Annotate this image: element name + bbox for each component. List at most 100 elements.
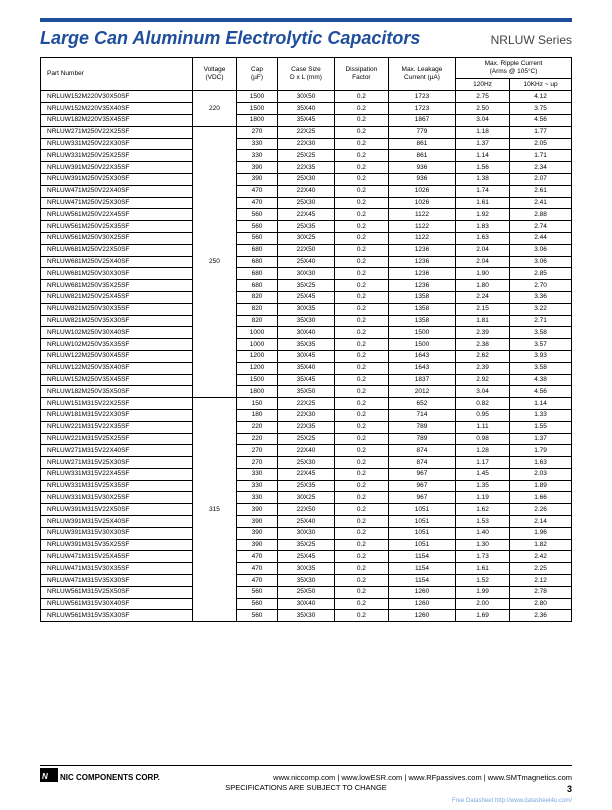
cell: 1500 [388, 339, 455, 351]
cell-part: NRLUW152M220V30X50SF [41, 91, 193, 103]
cell: 270 [236, 126, 277, 138]
cell: 0.2 [334, 327, 388, 339]
cell: 874 [388, 457, 455, 469]
cell: 2.39 [455, 362, 509, 374]
cell: 1.18 [455, 126, 509, 138]
cell: 2.15 [455, 303, 509, 315]
table-row: NRLUW151M315V22X25SF31515022X250.26520.8… [41, 398, 572, 410]
table-row: NRLUW681M250V30X30SF68030X300.212361.902… [41, 268, 572, 280]
cell: 2.00 [455, 598, 509, 610]
table-row: NRLUW182M250V35X50SF180035X500.220123.04… [41, 386, 572, 398]
cell: 35X30 [278, 315, 335, 327]
cell: 652 [388, 398, 455, 410]
cell: 1.81 [455, 315, 509, 327]
cell: 1.35 [455, 480, 509, 492]
series-label: NRLUW Series [491, 33, 572, 47]
cell-part: NRLUW561M250V25X35SF [41, 221, 193, 233]
cell: 560 [236, 232, 277, 244]
cell: 1.80 [455, 280, 509, 292]
cell: 30X25 [278, 232, 335, 244]
cell: 35X25 [278, 539, 335, 551]
cell: 25X25 [278, 150, 335, 162]
cell: 1260 [388, 598, 455, 610]
cell: 2.25 [510, 563, 572, 575]
table-row: NRLUW221M315V25X25SF22025X250.27890.981.… [41, 433, 572, 445]
cell: 2.71 [510, 315, 572, 327]
cell: 1.33 [510, 409, 572, 421]
cell-part: NRLUW821M250V35X30SF [41, 315, 193, 327]
cell: 1.63 [510, 457, 572, 469]
cell: 1051 [388, 516, 455, 528]
cell: 1154 [388, 563, 455, 575]
cell: 1.77 [510, 126, 572, 138]
cell: 0.2 [334, 303, 388, 315]
cell: 1.90 [455, 268, 509, 280]
corp-name: NIC COMPONENTS CORP. [60, 773, 160, 782]
cell: 1723 [388, 103, 455, 115]
cell: 0.2 [334, 256, 388, 268]
cell: 3.57 [510, 339, 572, 351]
cell: 3.93 [510, 350, 572, 362]
table-row: NRLUW181M315V22X30SF18022X300.27140.951.… [41, 409, 572, 421]
cell: 0.2 [334, 504, 388, 516]
cell: 220 [236, 433, 277, 445]
cell: 30X25 [278, 492, 335, 504]
table-row: NRLUW331M315V30X25SF33030X250.29671.191.… [41, 492, 572, 504]
cell: 0.95 [455, 409, 509, 421]
cell: 1.14 [510, 398, 572, 410]
cell: 1.62 [455, 504, 509, 516]
cell: 1051 [388, 504, 455, 516]
cell: 0.2 [334, 244, 388, 256]
th-case: Case SizeD x L (mm) [278, 58, 335, 91]
cell: 2.62 [455, 350, 509, 362]
cell: 1122 [388, 209, 455, 221]
cell-part: NRLUW331M250V22X30SF [41, 138, 193, 150]
th-r2: 10KHz ~ up [510, 78, 572, 91]
cell: 25X25 [278, 433, 335, 445]
cell: 2.61 [510, 185, 572, 197]
cell: 2.88 [510, 209, 572, 221]
th-df: DissipationFactor [334, 58, 388, 91]
table-row: NRLUW821M250V25X45SF82025X450.213582.243… [41, 291, 572, 303]
cell: 22X35 [278, 162, 335, 174]
cell: 2.05 [510, 138, 572, 150]
cell: 1.52 [455, 575, 509, 587]
cell: 22X45 [278, 468, 335, 480]
cell: 560 [236, 209, 277, 221]
cell: 2.80 [510, 598, 572, 610]
cell-part: NRLUW271M315V25X30SF [41, 457, 193, 469]
cell: 560 [236, 221, 277, 233]
cell: 967 [388, 468, 455, 480]
cell: 1.28 [455, 445, 509, 457]
cell: 1.61 [455, 563, 509, 575]
cell: 0.2 [334, 386, 388, 398]
cell: 1236 [388, 280, 455, 292]
cell: 270 [236, 445, 277, 457]
cell: 25X35 [278, 480, 335, 492]
cell: 861 [388, 150, 455, 162]
cell: 1.66 [510, 492, 572, 504]
cell: 789 [388, 421, 455, 433]
cell-part: NRLUW331M315V22X45SF [41, 468, 193, 480]
cell-part: NRLUW471M315V25X45SF [41, 551, 193, 563]
data-table: Part Number Voltage(VDC) Cap(µF) Case Si… [40, 57, 572, 622]
cell-part: NRLUW102M250V30X40SF [41, 327, 193, 339]
cell: 1.71 [510, 150, 572, 162]
table-row: NRLUW122M250V30X45SF120030X450.216432.62… [41, 350, 572, 362]
cell: 714 [388, 409, 455, 421]
cell-part: NRLUW561M315V30X40SF [41, 598, 193, 610]
cell-part: NRLUW681M250V22X50SF [41, 244, 193, 256]
cell: 25X30 [278, 173, 335, 185]
cell: 22X50 [278, 504, 335, 516]
cell: 2.04 [455, 256, 509, 268]
cell: 470 [236, 551, 277, 563]
cell: 2.92 [455, 374, 509, 386]
cell-part: NRLUW221M315V22X35SF [41, 421, 193, 433]
cell-part: NRLUW561M250V30X25SF [41, 232, 193, 244]
cell-part: NRLUW681M250V25X40SF [41, 256, 193, 268]
cell-part: NRLUW152M250V35X45SF [41, 374, 193, 386]
cell: 35X40 [278, 103, 335, 115]
cell: 1236 [388, 256, 455, 268]
table-row: NRLUW391M250V22X35SF39022X350.29361.562.… [41, 162, 572, 174]
cell-part: NRLUW151M315V22X25SF [41, 398, 193, 410]
